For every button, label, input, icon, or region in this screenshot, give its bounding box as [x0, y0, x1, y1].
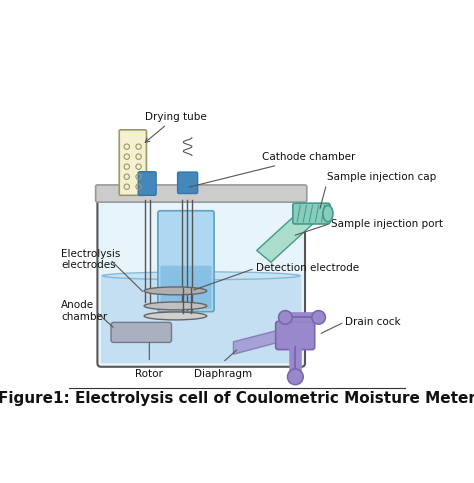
Circle shape — [312, 311, 326, 324]
Text: Rotor: Rotor — [136, 369, 163, 379]
FancyBboxPatch shape — [160, 266, 211, 309]
Text: Diaphragm: Diaphragm — [193, 369, 252, 379]
Text: Drying tube: Drying tube — [145, 112, 207, 142]
Text: Figure1: Electrolysis cell of Coulometric Moisture Meter: Figure1: Electrolysis cell of Coulometri… — [0, 392, 474, 407]
FancyBboxPatch shape — [293, 203, 330, 224]
Circle shape — [279, 311, 292, 324]
Circle shape — [287, 369, 303, 384]
Text: Drain cock: Drain cock — [345, 317, 401, 327]
FancyBboxPatch shape — [276, 321, 315, 350]
FancyBboxPatch shape — [98, 195, 305, 367]
Text: Electrolysis
electrodes: Electrolysis electrodes — [61, 249, 120, 270]
Text: Sample injection port: Sample injection port — [331, 219, 443, 228]
Text: Anode
chamber: Anode chamber — [61, 300, 107, 322]
Text: Sample injection cap: Sample injection cap — [327, 172, 437, 183]
Text: Detection electrode: Detection electrode — [255, 263, 359, 273]
Text: Cathode chamber: Cathode chamber — [189, 153, 356, 187]
Ellipse shape — [144, 312, 207, 320]
FancyBboxPatch shape — [111, 322, 172, 342]
FancyBboxPatch shape — [101, 274, 301, 363]
FancyBboxPatch shape — [158, 211, 214, 312]
FancyBboxPatch shape — [96, 185, 307, 202]
Ellipse shape — [323, 205, 333, 222]
Ellipse shape — [144, 302, 207, 310]
Ellipse shape — [103, 272, 300, 280]
Ellipse shape — [144, 287, 207, 295]
FancyBboxPatch shape — [178, 172, 198, 194]
FancyBboxPatch shape — [119, 130, 146, 195]
FancyBboxPatch shape — [138, 171, 156, 195]
Polygon shape — [233, 330, 278, 354]
Polygon shape — [257, 211, 314, 262]
